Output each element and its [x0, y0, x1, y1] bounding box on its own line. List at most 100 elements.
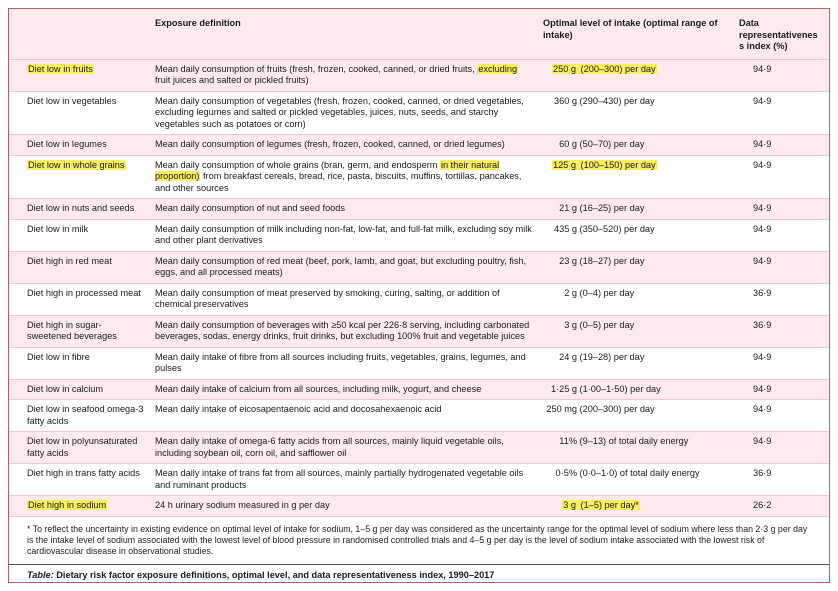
definition-cell: Mean daily consumption of milk including…	[155, 219, 543, 252]
table-row: Diet low in vegetables Mean daily consump…	[9, 91, 829, 135]
caption-label: Table:	[27, 569, 54, 580]
intake-range: (16–25) per day	[577, 203, 645, 213]
highlight: (100–150) per day	[577, 159, 657, 170]
dri-cell: 94·9	[739, 379, 829, 400]
definition-cell: 24 h urinary sodium measured in g per da…	[155, 495, 543, 517]
dri-cell: 94·9	[739, 198, 829, 220]
intake-amount: 125 g	[543, 159, 577, 172]
definition-cell: Mean daily consumption of red meat (beef…	[155, 251, 543, 284]
dri-cell: 94·9	[739, 134, 829, 156]
intake-amount: 11%	[559, 436, 577, 446]
table-header: Exposure definition Optimal level of int…	[9, 9, 829, 60]
risk-name-cell: Diet low in polyunsaturated fatty acids	[9, 431, 155, 464]
intake-range: (0–5) per day	[577, 319, 635, 330]
risk-name-cell: Diet low in fibre	[9, 347, 155, 380]
intake-range: (200–300) per day	[577, 63, 657, 74]
intake-range: (50–70) per day	[577, 139, 645, 149]
intake-amount: 24 g	[559, 351, 577, 362]
table-row: Diet high in processed meat Mean daily co…	[9, 283, 829, 316]
dri-cell: 94·9	[739, 251, 829, 284]
table-row: Diet low in milk Mean daily consumption o…	[9, 219, 829, 252]
intake-amount: 435 g	[554, 223, 577, 234]
definition-cell: Mean daily intake of eicosapentaenoic ac…	[155, 399, 543, 432]
intake-amount: 3 g	[543, 500, 577, 512]
footnote: * To reflect the uncertainty in existing…	[27, 523, 808, 557]
intake-range: (18–27) per day	[577, 255, 645, 266]
dri-cell: 36·9	[739, 315, 829, 348]
intake-amount: 250 mg	[546, 404, 577, 414]
intake-range: (350–520) per day	[577, 223, 655, 234]
intake-range: (0–4) per day	[577, 287, 635, 298]
intake-range: (200–300) per day	[577, 404, 655, 414]
highlight: 250 g	[552, 63, 577, 74]
risk-name-cell: Diet high in trans fatty acids	[9, 463, 155, 496]
table-row: Diet high in sodium 24 h urinary sodium m…	[9, 495, 829, 517]
intake-amount: 1·25 g	[550, 383, 577, 394]
table-row: Diet low in nuts and seeds Mean daily con…	[9, 198, 829, 220]
dri-cell: 94·9	[739, 59, 829, 92]
risk-name-cell: Diet low in milk	[9, 219, 155, 252]
intake-amount: 250 g	[543, 63, 577, 76]
risk-name-cell: Diet low in calcium	[9, 379, 155, 400]
intake-cell: 1·25 g (1·00–1·50) per day	[543, 379, 739, 400]
intake-range: (290–430) per day	[577, 95, 655, 106]
definition-cell: Mean daily consumption of whole grains (…	[155, 155, 543, 199]
dri-cell: 94·9	[739, 347, 829, 380]
definition-cell: Mean daily consumption of fruits (fresh,…	[155, 59, 543, 92]
risk-factor-table: Exposure definition Optimal level of int…	[9, 9, 829, 517]
highlight: excluding	[477, 63, 519, 74]
intake-range: (1·00–1·50) per day	[577, 383, 661, 394]
risk-name-cell: Diet high in red meat	[9, 251, 155, 284]
dri-cell: 94·9	[739, 155, 829, 199]
intake-cell: 250 mg (200–300) per day	[543, 399, 739, 432]
intake-cell: 11% (9–13) of total daily energy	[543, 431, 739, 464]
intake-cell: 3 g (0–5) per day	[543, 315, 739, 348]
table-row: Diet low in fibre Mean daily intake of fi…	[9, 347, 829, 380]
intake-amount: 0·5%	[555, 468, 577, 478]
risk-name-cell: Diet high in processed meat	[9, 283, 155, 316]
dri-header: Data representativeness index (%)	[739, 9, 829, 60]
intake-range: (9–13) of total daily energy	[577, 436, 689, 446]
risk-name-cell: Diet low in whole grains	[9, 155, 155, 199]
definition-cell: Mean daily consumption of nut and seed f…	[155, 198, 543, 220]
highlight: in their natural proportion)	[155, 159, 500, 181]
risk-name-cell: Diet low in nuts and seeds	[9, 198, 155, 220]
table-caption: Table: Dietary risk factor exposure defi…	[9, 563, 829, 582]
dri-cell: 94·9	[739, 219, 829, 252]
definition-cell: Mean daily consumption of legumes (fresh…	[155, 134, 543, 156]
intake-range: (100–150) per day	[577, 159, 657, 170]
intake-header: Optimal level of intake (optimal range o…	[543, 9, 739, 60]
intake-range: (0·0–1·0) of total daily energy	[577, 468, 700, 478]
intake-cell: 23 g (18–27) per day	[543, 251, 739, 284]
dri-cell: 36·9	[739, 283, 829, 316]
table-frame: Exposure definition Optimal level of int…	[8, 8, 830, 583]
intake-amount: 23 g	[559, 255, 577, 266]
risk-name-cell: Diet high in sodium	[9, 495, 155, 517]
risk-name-cell: Diet low in fruits	[9, 59, 155, 92]
highlight: Diet low in whole grains	[27, 159, 126, 170]
intake-cell: 0·5% (0·0–1·0) of total daily energy	[543, 463, 739, 496]
intake-range: (1–5) per day*	[577, 500, 640, 510]
highlight: (1–5) per day*	[577, 500, 640, 510]
definition-cell: Mean daily intake of omega-6 fatty acids…	[155, 431, 543, 464]
header-row: Exposure definition Optimal level of int…	[9, 9, 829, 60]
risk-name-cell: Diet high in sugar-sweetened beverages	[9, 315, 155, 348]
intake-cell: 2 g (0–4) per day	[543, 283, 739, 316]
intake-cell: 21 g (16–25) per day	[543, 198, 739, 220]
dri-cell: 94·9	[739, 91, 829, 135]
table-row: Diet low in seafood omega-3 fatty acids M…	[9, 399, 829, 432]
dri-cell: 36·9	[739, 463, 829, 496]
definition-header: Exposure definition	[155, 9, 543, 60]
definition-cell: Mean daily consumption of beverages with…	[155, 315, 543, 348]
highlight: 3 g	[562, 500, 577, 510]
risk-name-cell: Diet low in vegetables	[9, 91, 155, 135]
table-row: Diet high in red meat Mean daily consumpt…	[9, 251, 829, 284]
intake-cell: 60 g (50–70) per day	[543, 134, 739, 156]
table-row: Diet low in fruits Mean daily consumption…	[9, 59, 829, 92]
highlight: Diet high in sodium	[27, 500, 108, 510]
definition-cell: Mean daily intake of trans fat from all …	[155, 463, 543, 496]
dri-cell: 94·9	[739, 431, 829, 464]
intake-cell: 360 g (290–430) per day	[543, 91, 739, 135]
intake-range: (19–28) per day	[577, 351, 645, 362]
intake-cell: 435 g (350–520) per day	[543, 219, 739, 252]
